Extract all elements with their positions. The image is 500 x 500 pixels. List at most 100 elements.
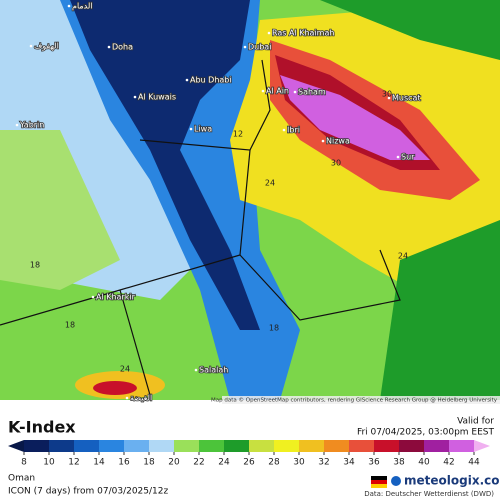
field [320,0,500,60]
contour-label: 30 [331,159,341,168]
colorbar-segment [299,440,325,452]
city-dot [293,90,297,94]
colorbar-over [474,440,490,452]
legend-title: K-Index [8,418,76,437]
colorbar-tick-label: 18 [143,458,155,468]
colorbar-tick-label: 30 [293,458,305,468]
city-dot [125,396,129,400]
colorbar-tick-label: 44 [468,458,480,468]
city-dot [261,89,265,93]
city-dot [282,128,286,132]
city-label: Muscat [392,94,421,103]
field [70,0,260,330]
colorbar-tick-label: 28 [268,458,280,468]
contour-label: 18 [30,261,40,270]
contour-label: 24 [265,179,275,188]
city-label: Ibri [287,126,300,135]
colorbar-segment [274,440,300,452]
city-label: الغيضة [130,394,152,403]
city-label: Nizwa [326,137,350,146]
colorbar-segment [74,440,100,452]
city-dot [243,45,247,49]
colorbar-segment [49,440,75,452]
colorbar-segment [374,440,400,452]
flag-stripe [371,480,387,484]
valid-label: Valid for [457,417,494,427]
colorbar-segment [424,440,450,452]
field [380,220,500,400]
contour-label: 30 [382,90,392,99]
brand-logo [391,476,401,486]
attribution: Map data © OpenStreetMap contributors, r… [211,397,498,404]
colorbar-segment [149,440,175,452]
colorbar-tick-label: 14 [93,458,105,468]
city-label: الدمام [72,2,93,11]
city-label: Abu Dhabi [190,76,232,85]
colorbar-segment [349,440,375,452]
colorbar-tick-label: 40 [418,458,430,468]
colorbar-tick-label: 26 [243,458,255,468]
contour-label: 12 [233,130,243,139]
field [0,130,120,290]
city-dot [189,127,193,131]
city-label: Al Kharkir [96,293,136,302]
borders [0,59,401,396]
colorbar-tick-label: 12 [68,458,79,468]
city-dot [91,295,95,299]
colorbar-under [8,440,24,452]
city-dot [267,31,271,35]
flag [371,476,387,488]
colorbar-segment [324,440,350,452]
city-dot [194,368,198,372]
colorbar-tick-label: 42 [443,458,454,468]
contour-label: 24 [398,252,408,261]
city-label: Dubai [248,43,271,52]
colorbar-tick-label: 20 [168,458,180,468]
colorbar-segment [124,440,150,452]
city-label: الهفوف [34,42,59,51]
city-label: Al Kuwais [138,93,176,102]
city-label: Liwa [194,125,212,134]
city-dot [321,139,325,143]
city-label: Al Ain [266,87,289,96]
attribution-bg [222,396,500,404]
city-dot [107,45,111,49]
colorbar-tick-label: 24 [218,458,230,468]
colorbar-tick-label: 32 [318,458,329,468]
city-label: Yabrin [19,121,44,130]
colorbar-segment [399,440,425,452]
field [280,75,430,160]
brand[interactable]: meteologix.com [404,474,500,488]
colorbar-tick-label: 36 [368,458,380,468]
colorbar-segment [99,440,125,452]
city-label: Doha [112,43,133,52]
colorbar-tick-label: 8 [21,458,27,468]
colorbar-tick-label: 16 [118,458,130,468]
colorbar-segment [24,440,50,452]
source: Data: Deutscher Wetterdienst (DWD) [364,490,494,498]
model: ICON (7 days) from 07/03/2025/12z [8,487,168,497]
city-dot [29,44,33,48]
city-dot [67,4,71,8]
city-dot [387,96,391,100]
city-dot [133,95,137,99]
colorbar-tick-label: 10 [43,458,55,468]
city-label: Sur [401,153,415,162]
colorbar-segment [224,440,250,452]
flag-stripe [371,484,387,488]
contour-label: 18 [65,321,75,330]
colorbar: 8 10 12 14 16 18 20 22 24 26 28 30 32 34 36 38 40 42 44 [8,440,490,468]
city-label: Ras Al Khaimah [272,29,334,38]
contour-label: 24 [120,365,130,374]
colorbar-tick-label: 22 [193,458,204,468]
city-dot [185,78,189,82]
field [93,381,137,395]
border [239,249,401,321]
border [119,289,151,396]
colorbar-segment [174,440,200,452]
flag-stripe [371,476,387,480]
city-dot [15,123,19,127]
valid-time: Fri 07/04/2025, 03:00pm EEST [357,428,495,438]
